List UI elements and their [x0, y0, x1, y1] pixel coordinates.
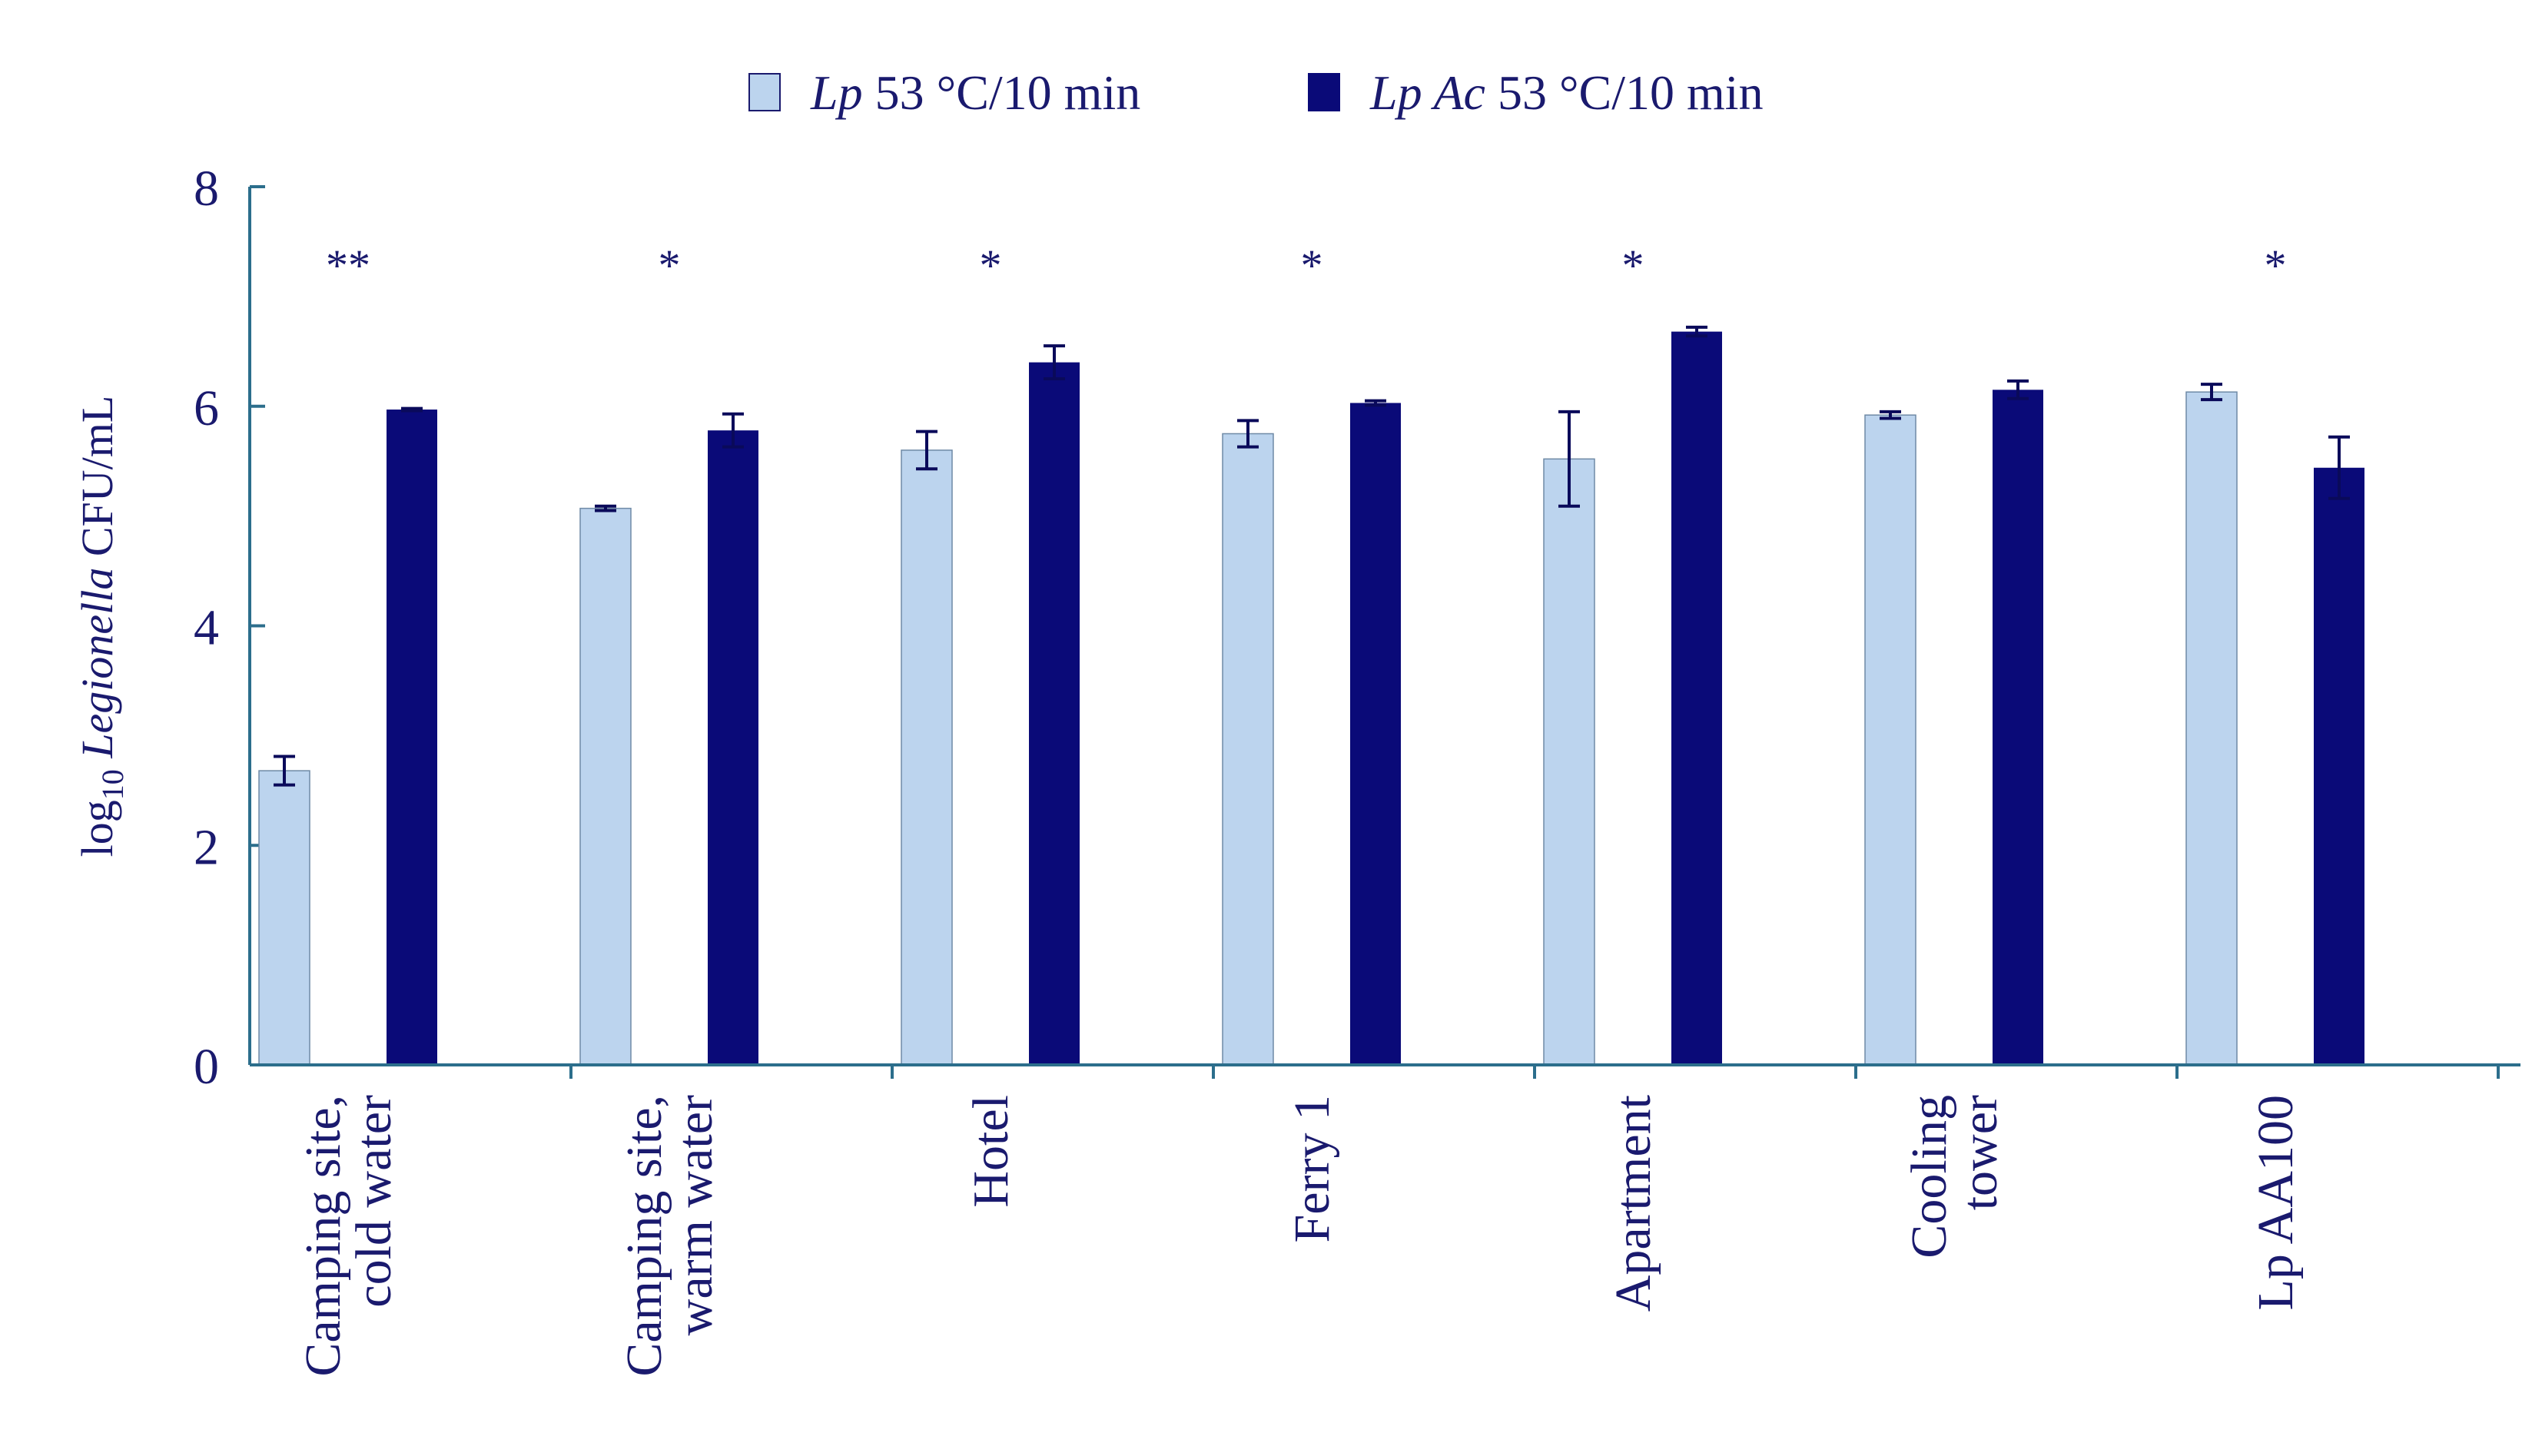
bar-s1-c7	[2185, 391, 2238, 1066]
bar-s2-c3	[1029, 362, 1080, 1066]
y-tick-label: 0	[194, 1039, 219, 1095]
x-axis: Camping site,cold water Camping site,warm…	[250, 1063, 2520, 1377]
y-tick-label: 6	[194, 380, 219, 436]
x-tick-label-1: cold water	[346, 1095, 402, 1308]
y-tick-label: 4	[194, 600, 219, 656]
y-axis-label: log10 Legionella CFU/mL	[72, 396, 130, 857]
bar-s1-c2	[579, 507, 632, 1066]
y-tick-label: 8	[194, 161, 219, 217]
y-axis-title: log10 Legionella CFU/mL	[72, 396, 130, 857]
significance-marker-1: **	[326, 240, 370, 290]
bar-s2-c4	[1350, 403, 1401, 1065]
bar-s2-c6	[1993, 390, 2043, 1066]
x-tick-label-2: Camping site,	[616, 1095, 672, 1377]
significance-markers: ** * * * * *	[326, 240, 2287, 290]
bar-s2-c7	[2314, 467, 2364, 1065]
x-tick-label-4: Ferry 1	[1284, 1095, 1340, 1242]
bar-s1-c5	[1543, 458, 1595, 1066]
legend: Lp 53 °C/10 min Lp Ac 53 °C/10 min	[748, 65, 1764, 120]
bar-s1-c3	[901, 449, 953, 1066]
legend-swatch-1	[748, 73, 781, 111]
significance-marker-7: *	[2265, 240, 2287, 290]
legend-swatch-2	[1308, 73, 1340, 111]
x-tick-label-2: warm water	[667, 1095, 723, 1335]
x-tick-label-6: Cooling	[1901, 1095, 1957, 1259]
x-tick-label-3: Hotel	[963, 1095, 1019, 1208]
bars-group	[258, 325, 2364, 1066]
bar-s2-c2	[708, 430, 758, 1065]
y-axis: 0 2 4 6 8	[194, 161, 265, 1095]
bar-s1-c1	[258, 770, 310, 1066]
bar-s1-c6	[1864, 414, 1916, 1066]
y-tick-label: 2	[194, 819, 219, 875]
x-tick-label-1: Camping site,	[295, 1095, 351, 1377]
legend-label-1: Lp 53 °C/10 min	[810, 65, 1140, 120]
x-tick-label-6: tower	[1952, 1095, 2008, 1210]
legend-label-2: Lp Ac 53 °C/10 min	[1369, 65, 1764, 120]
significance-marker-2: *	[659, 240, 681, 290]
significance-marker-5: *	[1622, 240, 1644, 290]
significance-marker-3: *	[980, 240, 1002, 290]
x-tick-label-5: Apartment	[1605, 1095, 1661, 1312]
bar-s2-c1	[387, 410, 437, 1065]
bar-s1-c4	[1222, 433, 1274, 1066]
bar-s2-c5	[1671, 331, 1722, 1066]
significance-marker-4: *	[1301, 240, 1323, 290]
x-tick-label-7: Lp AA100	[2248, 1095, 2304, 1311]
